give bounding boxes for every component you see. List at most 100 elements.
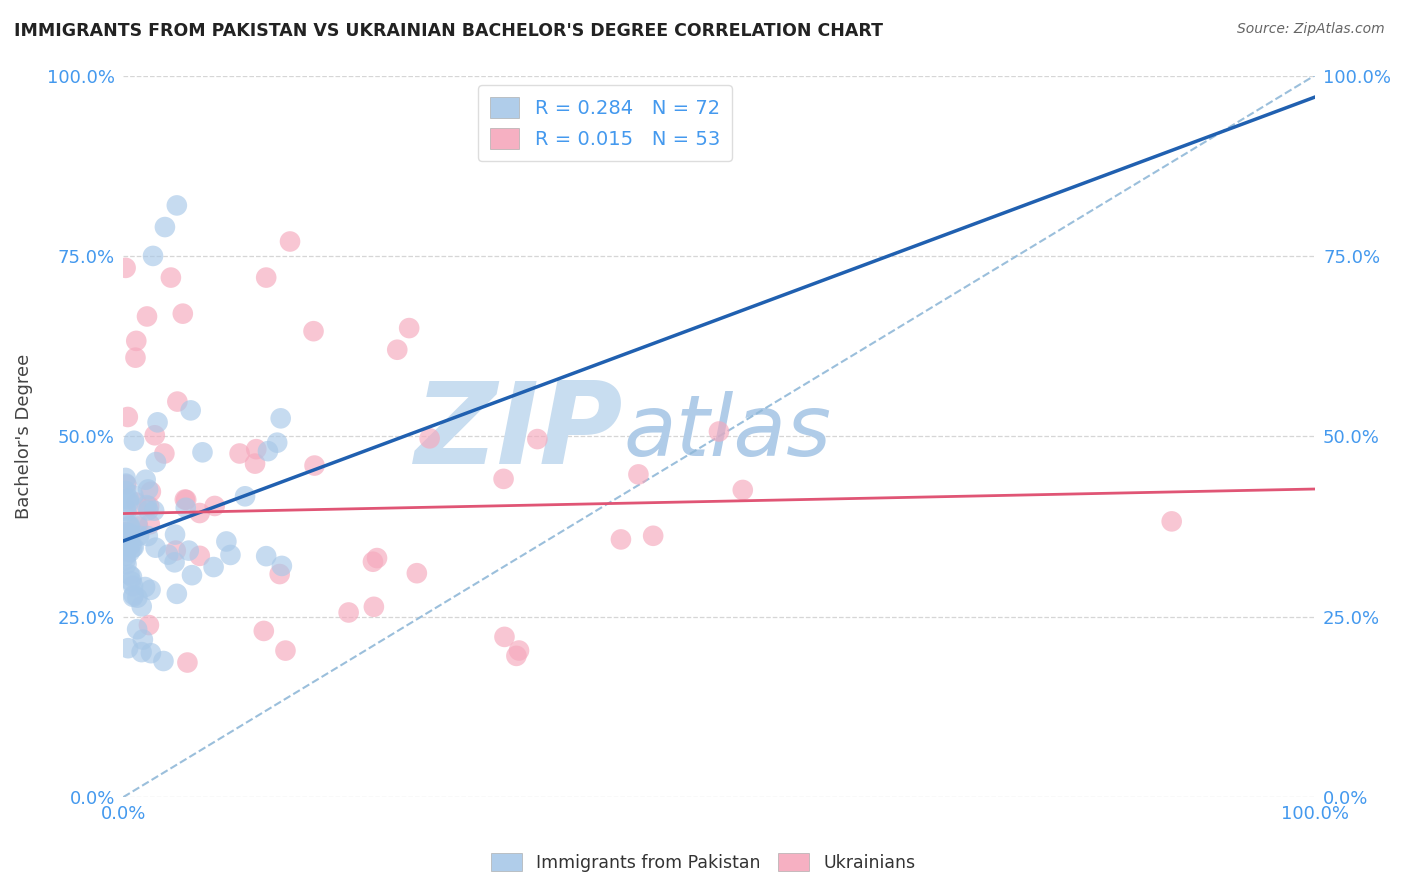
Point — [143, 428, 166, 442]
Point — [202, 560, 225, 574]
Point — [114, 527, 136, 541]
Point — [114, 260, 136, 275]
Point — [115, 491, 138, 506]
Point — [188, 506, 211, 520]
Point — [165, 543, 187, 558]
Point — [174, 500, 197, 515]
Point — [188, 549, 211, 563]
Point — [122, 541, 145, 555]
Point — [118, 567, 141, 582]
Point — [131, 645, 153, 659]
Point — [146, 415, 169, 429]
Point — [731, 483, 754, 497]
Point — [219, 548, 242, 562]
Point — [121, 541, 143, 555]
Point — [166, 587, 188, 601]
Point — [526, 432, 548, 446]
Point — [120, 574, 142, 589]
Point — [114, 471, 136, 485]
Point — [122, 590, 145, 604]
Point — [115, 477, 138, 491]
Point — [118, 491, 141, 506]
Y-axis label: Bachelor's Degree: Bachelor's Degree — [15, 354, 32, 519]
Point — [114, 524, 136, 539]
Point — [139, 582, 162, 597]
Point — [114, 502, 136, 516]
Point — [177, 543, 200, 558]
Point — [270, 411, 292, 425]
Point — [361, 555, 384, 569]
Point — [405, 566, 427, 581]
Point — [142, 249, 165, 263]
Point — [114, 553, 136, 567]
Point — [143, 504, 166, 518]
Point — [114, 483, 136, 498]
Point — [191, 445, 214, 459]
Point — [494, 630, 516, 644]
Point — [135, 498, 157, 512]
Point — [118, 495, 141, 509]
Point — [134, 580, 156, 594]
Point — [115, 557, 138, 571]
Point — [153, 446, 176, 460]
Point — [131, 599, 153, 614]
Point — [125, 495, 148, 509]
Legend: R = 0.284   N = 72, R = 0.015   N = 53: R = 0.284 N = 72, R = 0.015 N = 53 — [478, 86, 731, 161]
Point — [114, 525, 136, 540]
Text: Source: ZipAtlas.com: Source: ZipAtlas.com — [1237, 22, 1385, 37]
Point — [115, 504, 138, 518]
Point — [270, 558, 292, 573]
Point — [505, 648, 527, 663]
Point — [337, 606, 360, 620]
Point — [120, 526, 142, 541]
Point — [128, 529, 150, 543]
Point — [254, 549, 277, 563]
Point — [125, 334, 148, 348]
Point — [127, 519, 149, 533]
Point — [127, 516, 149, 530]
Point — [145, 541, 167, 555]
Point — [254, 270, 277, 285]
Text: ZIP: ZIP — [415, 377, 624, 488]
Point — [266, 435, 288, 450]
Point — [508, 643, 530, 657]
Point — [122, 488, 145, 502]
Point — [138, 618, 160, 632]
Point — [118, 545, 141, 559]
Point — [176, 656, 198, 670]
Point — [643, 529, 665, 543]
Point — [120, 538, 142, 552]
Point — [136, 503, 159, 517]
Point — [180, 403, 202, 417]
Point — [163, 555, 186, 569]
Point — [174, 492, 197, 507]
Point — [136, 483, 159, 497]
Legend: Immigrants from Pakistan, Ukrainians: Immigrants from Pakistan, Ukrainians — [484, 847, 922, 879]
Point — [274, 643, 297, 657]
Point — [163, 527, 186, 541]
Point — [233, 489, 256, 503]
Point — [121, 570, 143, 584]
Point — [627, 467, 650, 482]
Point — [114, 539, 136, 553]
Point — [122, 588, 145, 602]
Point — [181, 568, 204, 582]
Point — [118, 540, 141, 554]
Point — [118, 518, 141, 533]
Point — [160, 270, 183, 285]
Point — [152, 654, 174, 668]
Point — [173, 492, 195, 507]
Point — [117, 641, 139, 656]
Point — [115, 476, 138, 491]
Point — [132, 632, 155, 647]
Point — [122, 434, 145, 448]
Point — [136, 310, 159, 324]
Point — [124, 351, 146, 365]
Point — [138, 500, 160, 514]
Point — [114, 549, 136, 563]
Point — [139, 646, 162, 660]
Point — [304, 458, 326, 473]
Point — [127, 622, 149, 636]
Point — [228, 446, 250, 460]
Point — [153, 220, 176, 235]
